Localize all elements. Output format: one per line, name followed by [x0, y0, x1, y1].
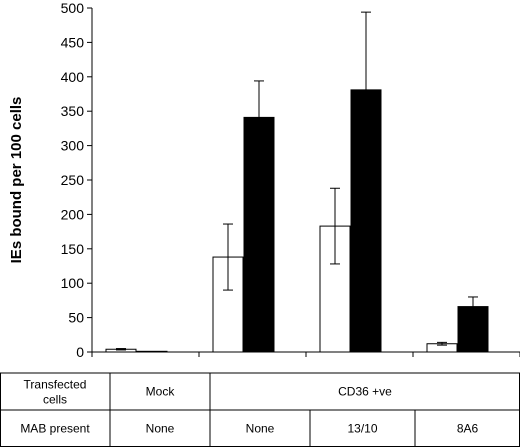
condition-table: Transfected cells Mock CD36 +ve MAB present N…	[0, 372, 520, 447]
y-tick-label: 300	[61, 138, 85, 154]
y-tick-label: 150	[61, 241, 85, 257]
row-header: Transfected cells	[24, 378, 87, 407]
axes: 0 50 100 150 200 250 300 350 400 450 500	[61, 0, 520, 360]
bar-series-2-group-1	[136, 350, 168, 353]
row-header: MAB present	[20, 422, 90, 436]
table-cell: None	[146, 422, 175, 436]
y-tick-label: 200	[61, 206, 85, 222]
table-cell: Mock	[146, 385, 176, 399]
y-tick-label: 500	[61, 0, 85, 16]
y-tick-label: 0	[76, 344, 84, 360]
y-tick-label: 400	[61, 69, 85, 85]
y-tick-label: 450	[61, 34, 85, 50]
y-tick-label: 100	[61, 275, 85, 291]
y-axis-label: IEs bound per 100 cells	[8, 97, 25, 264]
table-cell: None	[246, 422, 275, 436]
table-cell: 8A6	[457, 422, 479, 436]
bars	[105, 11, 489, 353]
y-tick-label: 50	[68, 310, 84, 326]
y-tick-label: 250	[61, 172, 85, 188]
table-cell: 13/10	[347, 422, 377, 436]
row-header-line: cells	[43, 393, 67, 407]
y-tick-label: 350	[61, 103, 85, 119]
table-cell: CD36 +ve	[338, 385, 392, 399]
row-header-line: Transfected	[24, 378, 87, 392]
